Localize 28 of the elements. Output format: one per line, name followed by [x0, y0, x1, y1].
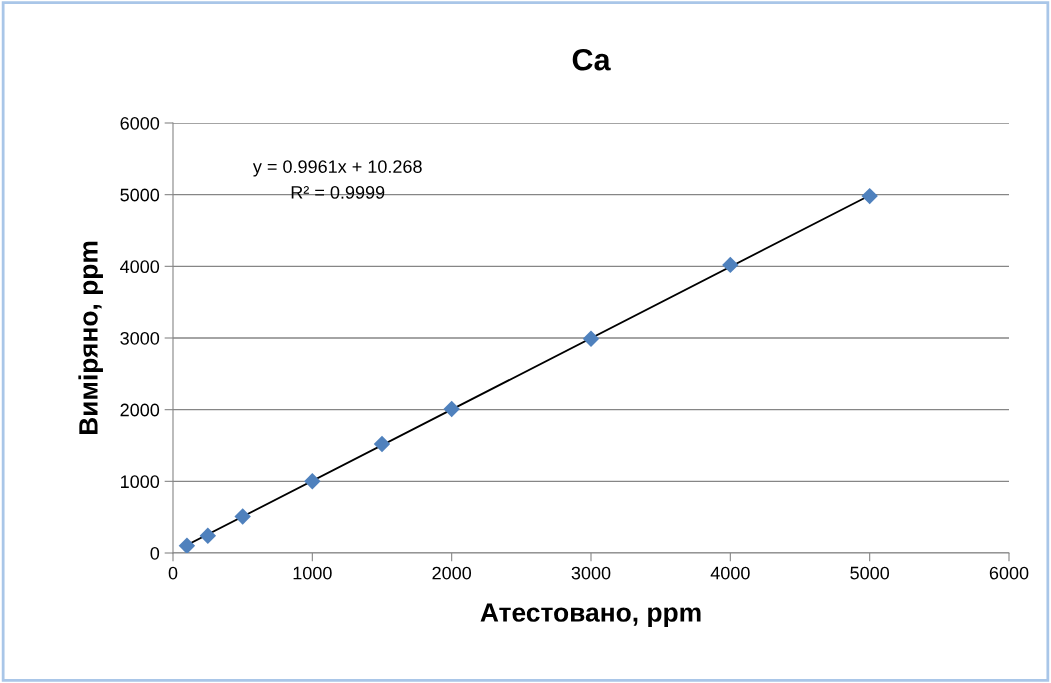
x-tick-label: 6000: [989, 566, 1029, 580]
point: [178, 537, 196, 553]
point: [582, 330, 600, 347]
y-tick-label: 5000: [120, 188, 160, 202]
x-tick-label: 0: [168, 566, 178, 580]
annotation: y = 0.9961x + 10.268: [252, 160, 422, 177]
x-tick-label: 4000: [710, 566, 750, 580]
x-axis-title: Атестовано, ppm: [480, 603, 701, 628]
x-tick-label: 3000: [571, 566, 611, 580]
y-tick-label: 4000: [120, 260, 160, 274]
point: [234, 508, 251, 525]
point: [861, 187, 878, 205]
x-tick-label: 5000: [850, 566, 890, 580]
y-tick-label: 3000: [120, 331, 160, 345]
point: [304, 473, 321, 490]
annotation: R² = 0.9999: [291, 186, 385, 199]
point: [443, 400, 460, 418]
x-tick-label: 1000: [293, 566, 332, 580]
point: [199, 527, 217, 545]
x-tick-label: 2000: [432, 566, 472, 580]
y-tick-label: 0: [150, 546, 160, 560]
y-axis-title: Виміряно, ppm: [78, 241, 103, 435]
chart-title: Ca: [572, 48, 611, 71]
y-tick-label: 2000: [120, 403, 160, 417]
point: [722, 256, 739, 274]
y-tick-label: 1000: [121, 475, 160, 489]
point: [373, 435, 391, 453]
y-tick-label: 6000: [120, 116, 160, 130]
